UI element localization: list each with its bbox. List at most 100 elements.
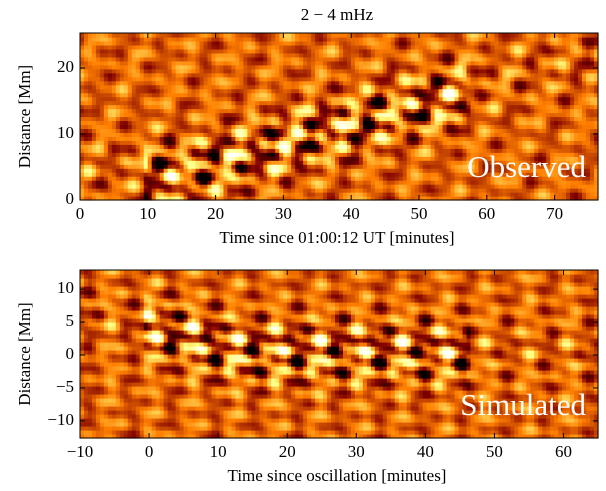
heatmap-cell <box>518 93 523 98</box>
heatmap-cell <box>307 148 312 153</box>
heatmap-cell <box>156 69 161 74</box>
heatmap-cell <box>291 33 296 38</box>
heatmap-cell <box>267 152 272 157</box>
heatmap-cell <box>427 97 432 102</box>
heatmap-cell <box>108 89 113 94</box>
heatmap-cell <box>208 192 213 197</box>
heatmap-cell <box>80 120 85 125</box>
heatmap-cell <box>363 65 368 70</box>
heatmap-cell <box>315 188 320 193</box>
heatmap-cell <box>136 164 141 169</box>
heatmap-cell <box>108 192 113 197</box>
heatmap-cell <box>176 117 181 122</box>
heatmap-cell <box>235 85 240 90</box>
heatmap-cell <box>223 136 228 141</box>
heatmap-cell <box>498 101 503 106</box>
heatmap-cell <box>100 93 105 98</box>
heatmap-cell <box>435 77 440 82</box>
heatmap-cell <box>383 124 388 129</box>
heatmap-cell <box>351 180 356 185</box>
heatmap-cell <box>140 192 145 197</box>
heatmap-cell <box>550 128 555 133</box>
heatmap-cell <box>275 49 280 54</box>
heatmap-cell <box>371 49 376 54</box>
heatmap-cell <box>96 53 101 58</box>
heatmap-cell <box>192 105 197 110</box>
heatmap-cell <box>347 77 352 82</box>
heatmap-cell <box>510 132 515 137</box>
heatmap-cell <box>227 180 232 185</box>
heatmap-cell <box>526 128 531 133</box>
heatmap-cell <box>243 89 248 94</box>
heatmap-cell <box>383 117 388 122</box>
heatmap-cell <box>307 192 312 197</box>
heatmap-cell <box>335 188 340 193</box>
heatmap-cell <box>455 160 460 165</box>
heatmap-cell <box>279 136 284 141</box>
heatmap-cell <box>96 69 101 74</box>
heatmap-cell <box>291 113 296 118</box>
heatmap-cell <box>403 53 408 58</box>
heatmap-cell <box>399 136 404 141</box>
heatmap-cell <box>494 65 499 70</box>
heatmap-cell <box>231 188 236 193</box>
heatmap-cell <box>447 85 452 90</box>
heatmap-cell <box>132 144 137 149</box>
heatmap-cell <box>498 89 503 94</box>
heatmap-cell <box>526 37 531 42</box>
heatmap-cell <box>299 105 304 110</box>
heatmap-cell <box>439 77 444 82</box>
heatmap-cell <box>542 85 547 90</box>
heatmap-cell <box>192 128 197 133</box>
heatmap-cell <box>303 148 308 153</box>
heatmap-cell <box>387 160 392 165</box>
heatmap-cell <box>383 160 388 165</box>
heatmap-cell <box>315 164 320 169</box>
heatmap-cell <box>498 81 503 86</box>
heatmap-cell <box>164 132 169 137</box>
heatmap-cell <box>176 168 181 173</box>
heatmap-cell <box>363 124 368 129</box>
heatmap-cell <box>455 37 460 42</box>
heatmap-cell <box>140 124 145 129</box>
heatmap-cell <box>447 148 452 153</box>
heatmap-cell <box>136 124 141 129</box>
heatmap-cell <box>427 109 432 114</box>
heatmap-cell <box>311 77 316 82</box>
heatmap-cell <box>80 180 85 185</box>
heatmap-cell <box>279 132 284 137</box>
heatmap-cell <box>243 164 248 169</box>
heatmap-cell <box>463 89 468 94</box>
heatmap-cell <box>355 69 360 74</box>
heatmap-cell <box>235 140 240 145</box>
heatmap-cell <box>506 136 511 141</box>
heatmap-cell <box>502 128 507 133</box>
heatmap-cell <box>307 136 312 141</box>
heatmap-cell <box>188 93 193 98</box>
heatmap-cell <box>180 148 185 153</box>
heatmap-cell <box>530 49 535 54</box>
heatmap-cell <box>156 117 161 122</box>
heatmap-cell <box>415 188 420 193</box>
heatmap-cell <box>534 41 539 46</box>
heatmap-cell <box>307 45 312 50</box>
heatmap-cell <box>172 192 177 197</box>
heatmap-cell <box>124 136 129 141</box>
heatmap-cell <box>486 132 491 137</box>
heatmap-cell <box>156 140 161 145</box>
heatmap-cell <box>180 57 185 62</box>
heatmap-cell <box>128 53 133 58</box>
heatmap-cell <box>391 37 396 42</box>
heatmap-cell <box>96 57 101 62</box>
heatmap-cell <box>331 124 336 129</box>
heatmap-cell <box>120 156 125 161</box>
heatmap-cell <box>359 113 364 118</box>
heatmap-cell <box>379 148 384 153</box>
heatmap-cell <box>96 148 101 153</box>
heatmap-cell <box>80 160 85 165</box>
heatmap-cell <box>180 33 185 38</box>
heatmap-cell <box>128 57 133 62</box>
heatmap-cell <box>275 53 280 58</box>
heatmap-cell <box>112 89 117 94</box>
heatmap-cell <box>84 61 89 66</box>
